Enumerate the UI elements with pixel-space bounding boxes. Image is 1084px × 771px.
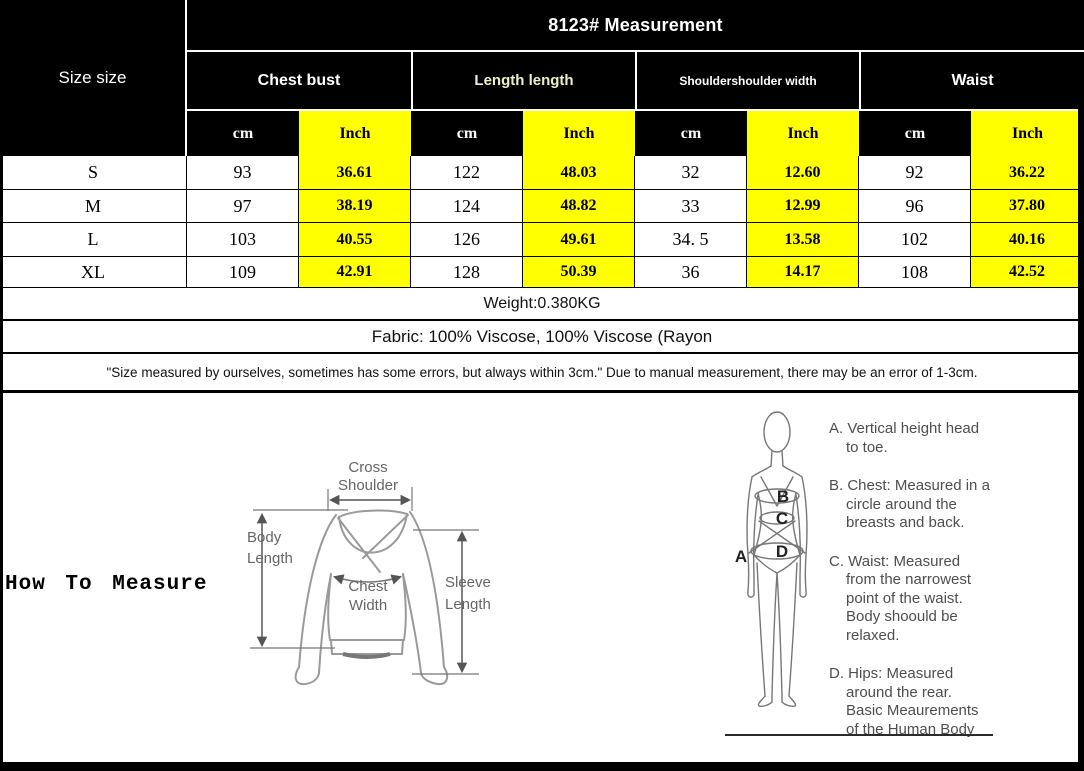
data-cell: 37.80 <box>971 190 1084 223</box>
instruction-paragraph: D. Hips: Measured around the rear. Basic… <box>829 665 1011 739</box>
figure-label-b: B <box>777 487 789 506</box>
data-cell: 126 <box>411 223 523 257</box>
sweater-outline <box>294 509 449 686</box>
data-cell: 36 <box>635 257 747 288</box>
cross-shoulder-label: Shoulder <box>338 477 398 494</box>
data-cell: 38.19 <box>299 190 411 223</box>
data-cell: 36.61 <box>299 156 411 190</box>
data-cell: 33 <box>635 190 747 223</box>
instruction-line: Basic Meaurements <box>846 702 979 719</box>
unit-header-cm: cm <box>859 111 971 156</box>
body-figure-diagram: B C D A <box>735 411 808 707</box>
measurement-table: Size size 8123# Measurement Chest bust L… <box>0 0 1084 390</box>
group-header-length: Length length <box>411 52 635 111</box>
cross-shoulder-label: Cross <box>348 459 387 476</box>
data-cell: 12.99 <box>747 190 859 223</box>
hem-shadow <box>342 652 391 659</box>
group-header-shoulder: Shouldershoulder width <box>635 52 859 111</box>
chest-width-arc <box>332 574 403 585</box>
size-column-header: Size size <box>0 0 187 156</box>
data-cell: 50.39 <box>523 257 635 288</box>
unit-header-cm: cm <box>187 111 299 156</box>
data-cell: 93 <box>187 156 299 190</box>
chest-width-label: Width <box>349 597 387 614</box>
group-header-chest: Chest bust <box>187 52 411 111</box>
instruction-line: of the Human Body <box>846 720 975 738</box>
instruction-line: Body shoould be <box>846 608 958 625</box>
figure-label-d: D <box>776 542 788 561</box>
measure-instructions: A. Vertical height head to toe. B. Chest… <box>829 420 1011 739</box>
instruction-line: B. Chest: Measured in a <box>829 477 990 494</box>
data-cell: 103 <box>187 223 299 257</box>
data-cell: 40.16 <box>971 223 1084 257</box>
figure-label-a: A <box>735 547 747 566</box>
measurement-disclaimer: "Size measured by ourselves, sometimes h… <box>0 354 1084 390</box>
measure-guides <box>250 487 479 675</box>
body-length-label: Length <box>247 550 293 567</box>
instruction-line: D. Hips: Measured <box>829 665 954 682</box>
garment-measurement-diagram: Cross Shoulder Body Length Chest Width S… <box>247 459 491 686</box>
table-right-border <box>1078 52 1084 390</box>
data-cell: 102 <box>859 223 971 257</box>
data-cell: 92 <box>859 156 971 190</box>
unit-header-inch: Inch <box>971 111 1084 156</box>
data-cell: 48.03 <box>523 156 635 190</box>
data-cell: 42.52 <box>971 257 1084 288</box>
data-cell: 13.58 <box>747 223 859 257</box>
figure-label-c: C <box>776 509 788 528</box>
instruction-line: to toe. <box>846 438 888 456</box>
weight-note: Weight:0.380KG <box>0 288 1084 321</box>
unit-header-cm: cm <box>411 111 523 156</box>
sleeve-length-label: Length <box>445 596 491 613</box>
data-cell: 128 <box>411 257 523 288</box>
data-cell: 14.17 <box>747 257 859 288</box>
data-cell: 12.60 <box>747 156 859 190</box>
data-cell: 42.91 <box>299 257 411 288</box>
size-cell: L <box>0 223 187 257</box>
size-cell: M <box>0 190 187 223</box>
size-cell: XL <box>0 257 187 288</box>
data-cell: 49.61 <box>523 223 635 257</box>
instruction-line: point of the waist. <box>846 589 963 607</box>
unit-header-inch: Inch <box>523 111 635 156</box>
unit-header-inch: Inch <box>747 111 859 156</box>
data-cell: 108 <box>859 257 971 288</box>
unit-header-cm: cm <box>635 111 747 156</box>
size-cell: S <box>0 156 187 190</box>
sleeve-length-label: Sleeve <box>445 574 491 591</box>
data-cell: 32 <box>635 156 747 190</box>
instruction-line: A. Vertical height head <box>829 420 980 437</box>
instruction-paragraph: A. Vertical height head to toe. <box>829 420 1011 457</box>
instruction-line: C. Waist: Measured <box>829 552 961 570</box>
fabric-note: Fabric: 100% Viscose, 100% Viscose (Rayo… <box>0 321 1084 354</box>
instruction-line: breasts and back. <box>846 514 965 531</box>
instruction-line: relaxed. <box>846 626 900 644</box>
body-outline <box>746 411 808 707</box>
data-cell: 36.22 <box>971 156 1084 190</box>
unit-header-inch: Inch <box>299 111 411 156</box>
chest-width-label: Chest <box>348 578 388 595</box>
instruction-line: around the rear. <box>846 683 952 701</box>
instructions-underline <box>725 734 993 736</box>
instruction-line: from the narrowest <box>846 571 972 588</box>
data-cell: 96 <box>859 190 971 223</box>
data-cell: 122 <box>411 156 523 190</box>
data-cell: 124 <box>411 190 523 223</box>
data-cell: 97 <box>187 190 299 223</box>
group-header-waist: Waist <box>859 52 1084 111</box>
how-to-measure-section: How To Measure <box>0 390 1084 771</box>
data-cell: 109 <box>187 257 299 288</box>
instruction-paragraph: C. Waist: Measured from the narrowest po… <box>829 553 1011 646</box>
how-to-measure-heading: How To Measure <box>5 573 208 596</box>
body-length-label: Body <box>247 529 282 546</box>
data-cell: 48.82 <box>523 190 635 223</box>
data-cell: 40.55 <box>299 223 411 257</box>
instruction-paragraph: B. Chest: Measured in a circle around th… <box>829 477 1011 533</box>
table-left-border <box>0 156 3 390</box>
instruction-line: circle around the <box>846 495 957 513</box>
table-title: 8123# Measurement <box>187 0 1084 52</box>
data-cell: 34. 5 <box>635 223 747 257</box>
measure-arrows <box>256 494 468 674</box>
